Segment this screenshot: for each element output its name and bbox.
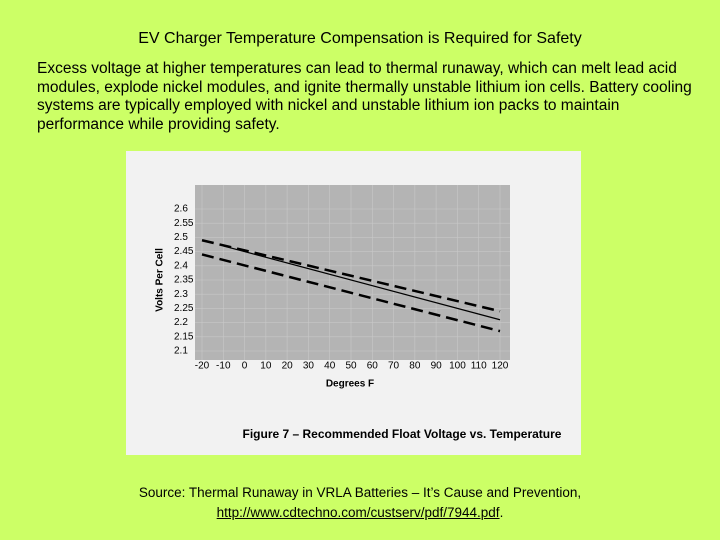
chart-title: Figure 7 – Recommended Float Voltage vs.… [243, 427, 562, 441]
x-tick-label: 110 [471, 361, 487, 372]
y-tick-label: 2.1 [174, 346, 188, 357]
source-end: . [499, 505, 504, 520]
y-tick-label: 2.3 [174, 289, 188, 300]
source-text: Source: Thermal Runaway in VRLA Batterie… [138, 485, 582, 500]
line [223, 245, 501, 321]
x-tick-label: 60 [367, 361, 379, 372]
plot-background [195, 185, 510, 360]
y-tick-label: 2.6 [174, 204, 188, 215]
x-tick-label: 90 [431, 361, 443, 372]
x-tick-label: 50 [345, 361, 357, 372]
y-tick-label: 2.45 [174, 246, 194, 257]
y-tick-label: 2.35 [174, 275, 194, 286]
y-tick-label: 2.5 [174, 232, 188, 243]
source: Source: Thermal Runaway in VRLA Batterie… [0, 483, 720, 523]
y-tick-label: 2.2 [174, 317, 188, 328]
body-text: Excess voltage at higher temperatures ca… [37, 60, 692, 133]
x-tick-label: -10 [216, 361, 231, 372]
y-axis-label: Volts Per Cell [155, 248, 166, 312]
y-tick-label: 2.4 [174, 260, 188, 271]
x-tick-label: 80 [409, 361, 421, 372]
x-tick-label: 20 [282, 361, 294, 372]
x-tick-label: -20 [195, 361, 210, 372]
x-tick-label: 30 [303, 361, 315, 372]
slide-title: EV Charger Temperature Compensation is R… [138, 30, 582, 47]
y-tick-label: 2.25 [174, 303, 194, 314]
x-tick-label: 100 [449, 361, 466, 372]
x-tick-label: 120 [492, 361, 509, 372]
line [201, 253, 501, 333]
source-link[interactable]: http://www.cdtechno.com/custserv/pdf/794… [216, 505, 500, 520]
y-tick-label: 2.55 [174, 218, 194, 229]
y-tick-label: 2.15 [174, 331, 194, 342]
x-axis-label: Degrees F [326, 379, 374, 390]
x-tick-label: 70 [388, 361, 400, 372]
x-tick-label: 40 [324, 361, 336, 372]
x-tick-label: 10 [260, 361, 272, 372]
line [201, 239, 501, 313]
x-tick-label: 0 [242, 361, 248, 372]
